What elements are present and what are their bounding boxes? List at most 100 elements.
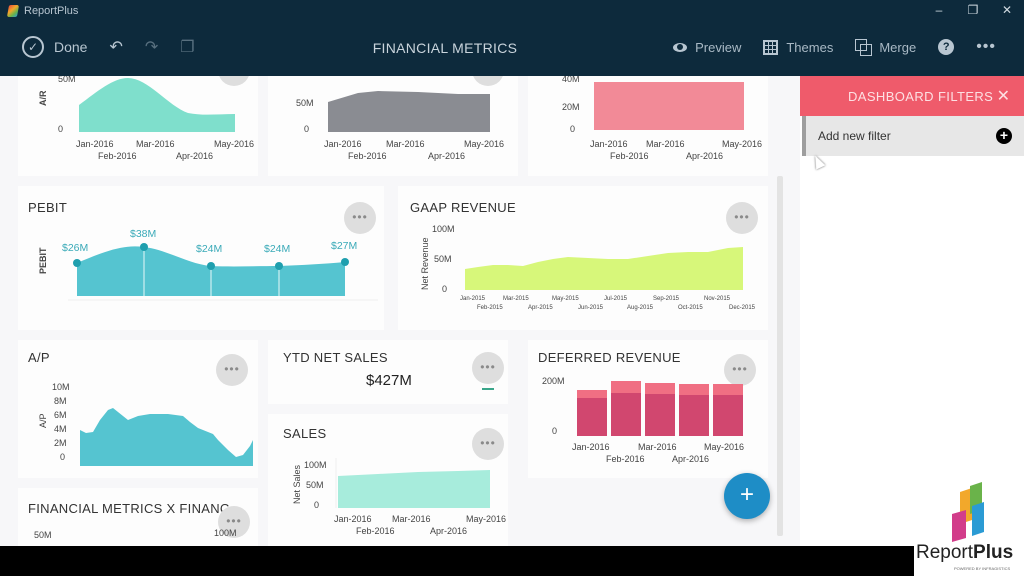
y-tick: 0 [442, 284, 448, 294]
y-tick: 0 [314, 500, 320, 510]
x-tick: Feb-2016 [348, 151, 387, 161]
themes-button[interactable]: Themes [763, 39, 833, 55]
restore-button[interactable]: ❐ [967, 3, 979, 17]
widget-pink-bar[interactable]: 40M 20M 0 Jan-2016 Mar-2016 May-2016 Feb… [528, 76, 768, 176]
add-widget-button[interactable]: + [724, 473, 770, 519]
y-tick: 0 [570, 124, 576, 134]
widget-menu-button[interactable]: ••• [472, 428, 504, 460]
x-tick: May-2016 [466, 514, 507, 524]
minimize-button[interactable]: – [935, 3, 943, 17]
vertical-scrollbar[interactable] [777, 176, 783, 536]
deferred-revenue-bar-chart [577, 381, 743, 436]
x-tick: Mar-2015 [503, 296, 529, 302]
merge-icon [855, 39, 873, 56]
y-tick: 0 [58, 124, 64, 134]
merge-label: Merge [879, 39, 917, 55]
y-tick: 4M [54, 424, 67, 434]
widget-deferred-revenue[interactable]: DEFERRED REVENUE ••• 200M 0 Jan-2016 Mar… [528, 340, 768, 478]
widget-ar[interactable]: ••• A/R 50M 0 Jan-2016 Mar-2016 May-2016… [18, 76, 258, 176]
widget-pebit[interactable]: PEBIT ••• PEBIT $26M $38M $24M $24M $27M [18, 186, 384, 330]
x-tick: Nov-2015 [704, 296, 731, 302]
widget-menu-button[interactable]: ••• [216, 354, 248, 386]
y-tick: 20M [562, 102, 580, 112]
x-tick: May-2016 [722, 139, 763, 149]
y-tick: 100M [214, 528, 237, 538]
y-tick: 50M [306, 480, 324, 490]
brand-name-light: Report [916, 542, 974, 563]
preview-label: Preview [695, 39, 742, 55]
pebit-area-chart [68, 243, 378, 301]
y-tick: 10M [52, 382, 70, 392]
toolbar: ✓ Done ↶ ↷ ❐ FINANCIAL METRICS Preview T… [0, 22, 1024, 76]
undo-icon[interactable]: ↶ [109, 39, 123, 56]
brand-name-bold: Plus [973, 542, 1014, 563]
data-label: $26M [62, 242, 89, 254]
widget-menu-button[interactable]: ••• [218, 506, 250, 538]
brand-tagline: POWERED BY INFRAGISTICS [954, 566, 1011, 571]
widget-financial-metrics-x[interactable]: FINANCIAL METRICS X FINANC ••• 50M 100M [18, 488, 258, 546]
trend-indicator [482, 388, 494, 390]
data-label: $24M [264, 243, 291, 255]
widget-menu-button[interactable]: ••• [726, 202, 758, 234]
preview-button[interactable]: Preview [673, 40, 741, 55]
y-tick: 50M [434, 254, 452, 264]
x-tick: Jul-2015 [604, 296, 628, 302]
x-tick: Feb-2016 [356, 526, 395, 536]
x-tick: Dec-2015 [729, 305, 756, 311]
widget-sales[interactable]: SALES ••• Net Sales 100M 50M 0 Jan-2016 … [268, 414, 508, 546]
data-label: $27M [331, 240, 358, 252]
done-button[interactable]: ✓ Done [22, 36, 87, 58]
x-tick: Mar-2016 [392, 514, 431, 524]
more-options-button[interactable]: ••• [976, 38, 996, 56]
help-icon: ? [938, 39, 955, 55]
x-tick: Mar-2016 [646, 139, 685, 149]
eye-icon [673, 42, 688, 52]
x-tick: Jan-2016 [334, 514, 372, 524]
y-tick: 40M [562, 76, 580, 84]
ar-area-chart [79, 78, 235, 132]
reportplus-logo-icon [952, 482, 984, 542]
y-tick: 50M [34, 530, 52, 540]
y-tick: 0 [304, 124, 310, 134]
widget-menu-button[interactable]: ••• [724, 354, 756, 386]
done-label: Done [54, 39, 88, 55]
close-window-button[interactable]: ✕ [1001, 3, 1013, 17]
app-name: ReportPlus [24, 5, 79, 17]
widget-ap[interactable]: A/P ••• A/P 10M 8M 6M 4M 2M 0 [18, 340, 258, 478]
x-tick: Jan-2015 [460, 296, 486, 302]
close-icon[interactable]: ✕ [996, 88, 1010, 105]
x-tick: Sep-2015 [653, 296, 680, 302]
x-tick: Apr-2016 [672, 454, 710, 464]
reportplus-brand-watermark: ReportPlus POWERED BY INFRAGISTICS [914, 480, 1024, 576]
x-tick: Aug-2015 [627, 305, 654, 311]
add-filter-label: Add new filter [818, 129, 891, 143]
y-tick: 200M [542, 376, 565, 386]
kpi-value: $427M [366, 372, 412, 389]
widget-menu-button[interactable]: ••• [344, 202, 376, 234]
x-tick: May-2016 [704, 442, 745, 452]
widget-title: GAAP REVENUE [410, 200, 516, 215]
widget-title: A/P [28, 350, 50, 365]
y-tick: 50M [296, 98, 314, 108]
widget-gray-area[interactable]: ••• 50M 0 Jan-2016 Mar-2016 May-2016 Feb… [268, 76, 518, 176]
y-tick: 100M [432, 224, 455, 234]
widget-menu-button[interactable]: ••• [472, 76, 504, 86]
x-tick: May-2016 [464, 139, 505, 149]
add-new-filter-button[interactable]: Add new filter + [802, 116, 1024, 156]
merge-button[interactable]: Merge [855, 39, 917, 56]
widget-title: YTD NET SALES [283, 350, 388, 365]
widget-menu-button[interactable]: ••• [218, 76, 250, 86]
x-tick: Feb-2015 [477, 305, 503, 311]
pink-bar-chart [594, 82, 744, 130]
ap-area-chart [80, 408, 253, 466]
widget-gaap-revenue[interactable]: GAAP REVENUE ••• Net Revenue 100M 50M 0 … [398, 186, 768, 330]
widget-ytd-net-sales[interactable]: YTD NET SALES $427M ••• [268, 340, 508, 404]
dashboard-filters-panel: DASHBOARD FILTERS ✕ Add new filter + [800, 76, 1024, 546]
report-plus-app: ReportPlus – ❐ ✕ ✓ Done ↶ ↷ ❐ FINANCIAL … [0, 0, 1024, 546]
help-button[interactable]: ? [938, 39, 955, 55]
paste-icon[interactable]: ❐ [180, 39, 195, 56]
x-tick: May-2015 [552, 296, 579, 302]
widget-title: SALES [283, 426, 327, 441]
widget-menu-button[interactable]: ••• [472, 352, 504, 384]
redo-icon[interactable]: ↷ [144, 39, 159, 56]
